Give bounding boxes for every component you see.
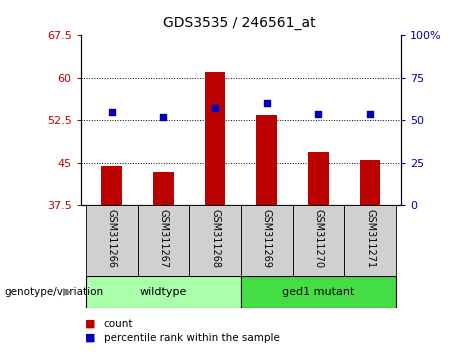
Point — [263, 101, 271, 106]
Text: GSM311271: GSM311271 — [365, 209, 375, 268]
Text: ■: ■ — [85, 319, 96, 329]
Text: percentile rank within the sample: percentile rank within the sample — [104, 333, 280, 343]
Text: wildtype: wildtype — [140, 287, 187, 297]
Text: ged1 mutant: ged1 mutant — [282, 287, 355, 297]
Bar — [101, 166, 122, 205]
Bar — [256, 115, 277, 205]
Text: GSM311267: GSM311267 — [159, 209, 168, 268]
Point — [211, 105, 219, 111]
Text: GSM311268: GSM311268 — [210, 209, 220, 268]
Bar — [137, 205, 189, 276]
Point — [315, 111, 322, 116]
Text: GSM311269: GSM311269 — [262, 209, 272, 268]
Bar — [344, 205, 396, 276]
Text: genotype/variation: genotype/variation — [5, 287, 104, 297]
Bar — [293, 205, 344, 276]
Text: GSM311270: GSM311270 — [313, 209, 323, 268]
Text: ■: ■ — [85, 333, 96, 343]
Text: ▶: ▶ — [63, 287, 71, 297]
Text: count: count — [104, 319, 133, 329]
Bar — [153, 172, 174, 205]
Bar — [189, 205, 241, 276]
Bar — [241, 276, 396, 308]
Bar — [86, 276, 241, 308]
Point — [108, 109, 115, 115]
Bar — [308, 152, 329, 205]
Bar — [241, 205, 293, 276]
Bar — [360, 160, 380, 205]
Bar — [86, 205, 137, 276]
Point — [160, 114, 167, 120]
Bar — [205, 72, 225, 205]
Text: GSM311266: GSM311266 — [106, 209, 117, 268]
Text: GDS3535 / 246561_at: GDS3535 / 246561_at — [163, 16, 316, 30]
Point — [366, 111, 374, 116]
